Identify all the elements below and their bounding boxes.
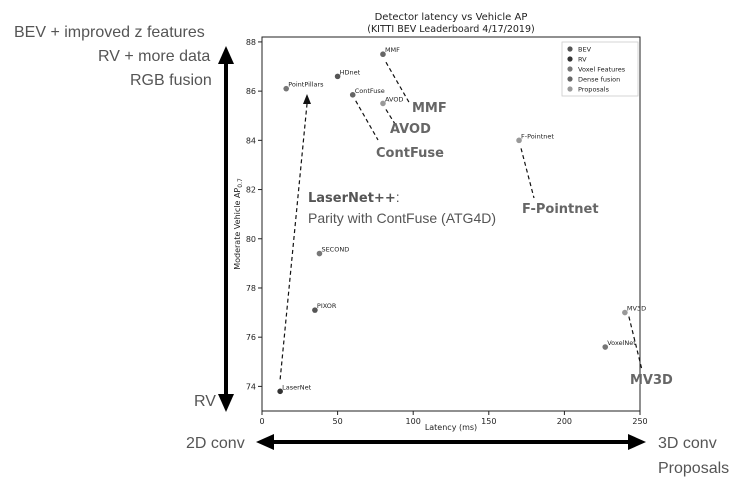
side-label-rv-more-data: RV + more data bbox=[98, 48, 211, 65]
legend-marker bbox=[567, 46, 573, 52]
plot-area: 0 50 100 150 200 250 74 76 78 80 82 84 86 88 Detector … bbox=[218, 12, 648, 450]
y-tick-label: 74 bbox=[246, 382, 256, 391]
lasernet-title-colon: : bbox=[395, 189, 400, 205]
side-label-bev: BEV + improved z features bbox=[14, 24, 205, 41]
x-tick-label: 250 bbox=[632, 417, 647, 426]
legend-entry: Proposals bbox=[578, 86, 610, 94]
point-hdnet bbox=[334, 73, 341, 80]
lasernet-arrowhead bbox=[303, 94, 311, 104]
point-label-voxelnet: VoxelNet bbox=[607, 339, 636, 347]
side-label-rgb-fusion: RGB fusion bbox=[130, 72, 212, 89]
point-label-pointpillars: PointPillars bbox=[288, 81, 324, 89]
point-label-lasernet: LaserNet bbox=[282, 383, 312, 391]
side-label-proposals: Proposals bbox=[658, 460, 730, 477]
legend-marker bbox=[567, 76, 573, 82]
legend-entry: Dense fusion bbox=[578, 76, 620, 84]
x-axis-label: Latency (ms) bbox=[425, 423, 477, 432]
y-tick-label: 80 bbox=[246, 235, 256, 244]
legend-entry: RV bbox=[578, 56, 587, 64]
chart-subtitle: (KITTI BEV Leaderboard 4/17/2019) bbox=[367, 24, 534, 35]
y-tick-label: 82 bbox=[246, 186, 256, 195]
legend-entry: Voxel Features bbox=[578, 66, 626, 74]
point-lasernet bbox=[277, 388, 283, 395]
y-arrow-head-bottom bbox=[218, 394, 234, 412]
callout-mv3d: MV3D bbox=[630, 373, 673, 388]
point-pointpillars bbox=[283, 85, 289, 92]
point-label-second: SECOND bbox=[321, 246, 349, 254]
x-tick-label: 50 bbox=[333, 417, 343, 426]
point-label-pixor: PIXOR bbox=[317, 302, 337, 310]
callout-contfuse: ContFuse bbox=[376, 146, 444, 161]
point-second bbox=[316, 250, 323, 257]
point-mmf bbox=[380, 51, 386, 58]
x-arrow-head-left bbox=[256, 434, 274, 450]
plot-frame bbox=[261, 36, 641, 412]
legend-box bbox=[561, 41, 639, 97]
leader-mmf bbox=[385, 61, 411, 105]
callout-fpointnet: F-Pointnet bbox=[522, 202, 599, 217]
point-label-contfuse: ContFuse bbox=[355, 87, 385, 95]
point-label-mmf: MMF bbox=[385, 46, 400, 54]
x-tick-label: 200 bbox=[557, 417, 572, 426]
y-axis-label-subscript: 0.7 bbox=[237, 178, 244, 188]
chart-title: Detector latency vs Vehicle AP bbox=[375, 12, 528, 23]
leader-mv3d bbox=[628, 316, 643, 371]
point-voxelnet bbox=[602, 344, 609, 350]
side-label-2d-conv: 2D conv bbox=[186, 435, 245, 452]
legend-entry: BEV bbox=[578, 46, 592, 54]
point-avod bbox=[380, 100, 386, 107]
leader-contfuse bbox=[355, 100, 379, 141]
leader-avod bbox=[385, 109, 396, 125]
legend-marker bbox=[567, 56, 573, 62]
point-label-avod: AVOD bbox=[385, 95, 403, 103]
point-label-hdnet: HDnet bbox=[340, 68, 361, 76]
leader-lasernet bbox=[279, 103, 308, 380]
x-tick-label: 0 bbox=[259, 417, 264, 426]
y-tick-label: 88 bbox=[246, 38, 256, 47]
leader-fpointnet bbox=[520, 148, 535, 199]
callout-avod: AVOD bbox=[390, 122, 431, 137]
point-pixor bbox=[312, 307, 318, 313]
side-label-rv: RV bbox=[194, 393, 216, 410]
point-label-mv3d: MV3D bbox=[627, 305, 646, 313]
y-tick-label: 86 bbox=[246, 87, 256, 96]
y-tick-label: 76 bbox=[246, 333, 256, 342]
lasernet-title-text: LaserNet++ bbox=[308, 191, 396, 206]
point-mv3d bbox=[622, 309, 628, 316]
legend-marker bbox=[567, 86, 573, 92]
x-arrow-head-right bbox=[628, 434, 646, 450]
callout-lasernet-sub: Parity with ContFuse (ATG4D) bbox=[308, 210, 497, 226]
y-arrow-head-top bbox=[218, 46, 234, 64]
point-f-pointnet bbox=[516, 137, 522, 144]
x-tick-label: 150 bbox=[481, 417, 496, 426]
y-tick-label: 78 bbox=[246, 284, 256, 293]
side-label-3d-conv: 3D conv bbox=[658, 435, 717, 452]
y-tick-label: 84 bbox=[246, 136, 256, 145]
point-label-f-pointnet: F-Pointnet bbox=[521, 132, 554, 140]
y-axis-label: Moderate Vehicle AP0.7 bbox=[233, 178, 244, 270]
legend-marker bbox=[567, 66, 573, 72]
x-tick-label: 100 bbox=[406, 417, 421, 426]
callout-lasernet-title: LaserNet++: bbox=[308, 189, 400, 206]
point-contfuse bbox=[349, 92, 356, 98]
callout-mmf: MMF bbox=[412, 101, 447, 116]
